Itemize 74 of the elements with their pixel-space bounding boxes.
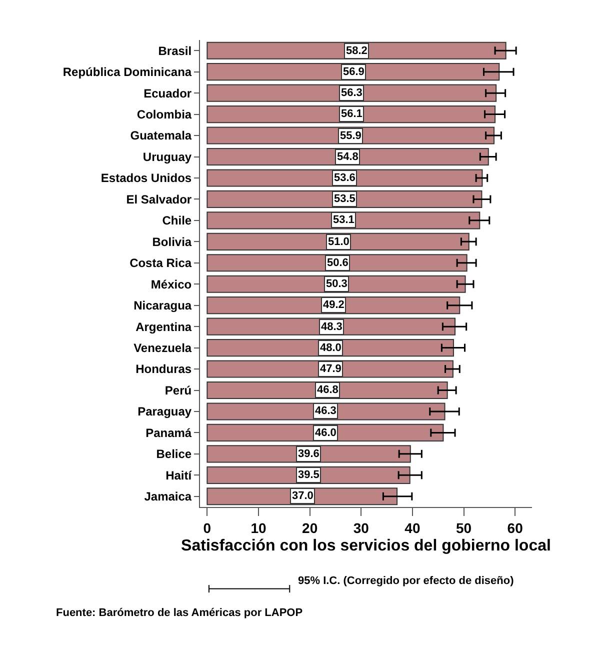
data-label: 37.0 — [292, 490, 314, 502]
y-tick-label: Perú — [164, 383, 192, 398]
bar — [206, 445, 411, 463]
data-label: 53.1 — [333, 214, 354, 226]
data-label: 39.5 — [298, 469, 320, 481]
data-label: 56.3 — [341, 87, 362, 99]
y-tick-label: El Salvador — [126, 192, 192, 206]
source-note: Fuente: Barómetro de las Américas por LAPOP — [56, 607, 303, 619]
x-axis-title: Satisfacción con los servicios del gobierno local — [181, 538, 551, 554]
y-tick-label: Chile — [162, 214, 192, 228]
data-label: 47.9 — [320, 363, 342, 375]
data-label: 46.0 — [315, 427, 336, 439]
data-label: 39.6 — [298, 448, 320, 460]
data-label: 51.0 — [328, 236, 350, 248]
y-tick-label: México — [150, 277, 192, 292]
y-tick-label: Paraguay — [138, 404, 192, 419]
bar — [206, 275, 466, 293]
data-label: 56.9 — [343, 66, 364, 78]
data-label: 49.2 — [323, 299, 344, 311]
bar — [206, 381, 448, 400]
y-tick-label: Belice — [156, 447, 192, 462]
data-label: 50.3 — [326, 278, 348, 290]
bar — [206, 339, 454, 357]
y-tick-label: Uruguay — [142, 150, 192, 164]
y-tick-label: Panamá — [146, 426, 192, 440]
y-tick-label: Estados Unidos — [100, 171, 192, 186]
y-tick-label: Haití — [166, 468, 192, 482]
data-label: 53.6 — [334, 172, 356, 184]
y-tick-label: Honduras — [136, 362, 192, 376]
bar — [206, 126, 495, 144]
bar — [206, 84, 497, 102]
y-tick-label: Bolivia — [152, 234, 192, 249]
bar — [206, 254, 468, 272]
text: 95% I.C. (Corregido por efecto de diseño) — [298, 575, 514, 587]
data-label: 50.6 — [327, 257, 348, 269]
data-label: 55.9 — [340, 130, 362, 142]
y-tick-label: Jamaica — [144, 490, 192, 504]
bar — [206, 296, 460, 314]
bar — [206, 360, 454, 378]
x-tick-label: 10 — [250, 520, 266, 536]
y-tick-label: Costa Rica — [130, 256, 192, 270]
bar — [206, 212, 480, 230]
bar — [206, 424, 444, 442]
x-tick-label: 50 — [456, 520, 472, 536]
bar — [206, 318, 456, 336]
bar — [206, 148, 489, 166]
data-label: 54.8 — [337, 151, 358, 163]
data-label: 48.3 — [321, 321, 342, 333]
x-tick-label: 0 — [203, 520, 212, 536]
data-label: 58.2 — [346, 45, 368, 57]
y-tick-label: Guatemala — [130, 128, 192, 143]
bar — [206, 232, 470, 250]
y-tick-label: República Dominicana — [62, 65, 192, 80]
y-tick-label: Nicaragua — [134, 298, 192, 313]
y-tick-label: Argentina — [136, 320, 192, 334]
data-label: 46.8 — [317, 384, 338, 396]
bar — [206, 466, 410, 484]
x-tick-label: 30 — [353, 520, 370, 536]
y-tick-label: Colombia — [136, 108, 192, 122]
x-tick-label: 60 — [507, 520, 524, 536]
x-tick-label: 20 — [302, 520, 318, 536]
data-label: 56.1 — [341, 108, 362, 120]
data-label: 48.0 — [320, 342, 342, 354]
y-tick-label: Venezuela — [134, 341, 192, 355]
bar — [206, 63, 500, 81]
x-tick-label: 40 — [404, 520, 420, 536]
bar — [206, 402, 446, 420]
data-label: 53.5 — [334, 193, 356, 205]
data-label: 46.3 — [315, 405, 336, 417]
y-tick-label: Ecuador — [144, 86, 192, 100]
y-tick-label: Brasil — [158, 44, 192, 58]
bar — [206, 106, 496, 124]
bar — [206, 169, 483, 187]
bar — [206, 190, 482, 208]
